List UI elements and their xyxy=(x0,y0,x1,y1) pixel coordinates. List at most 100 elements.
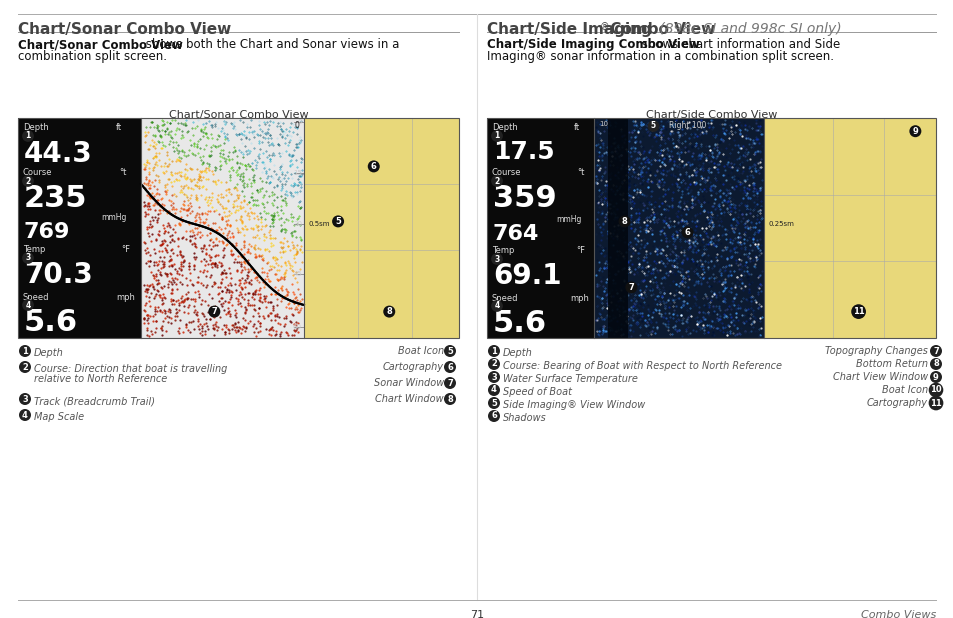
Bar xyxy=(763,118,935,338)
Text: Bottom Return: Bottom Return xyxy=(855,359,927,369)
Text: 7: 7 xyxy=(212,307,217,316)
Text: 30: 30 xyxy=(293,221,302,227)
Text: 9: 9 xyxy=(932,373,938,381)
Text: relative to North Reference: relative to North Reference xyxy=(34,374,167,384)
Text: 7: 7 xyxy=(932,347,938,355)
Text: 2: 2 xyxy=(22,363,28,371)
Text: Course: Course xyxy=(23,168,52,177)
Text: Depth: Depth xyxy=(502,348,532,358)
Text: Speed: Speed xyxy=(23,293,50,302)
Text: 5: 5 xyxy=(335,217,340,226)
Text: Sonar Window: Sonar Window xyxy=(374,378,443,388)
Bar xyxy=(594,118,763,338)
Text: 15: 15 xyxy=(293,170,302,176)
Text: Boat Icon: Boat Icon xyxy=(397,346,443,356)
Bar xyxy=(141,118,304,338)
Text: 2: 2 xyxy=(491,360,497,368)
Text: mmHg: mmHg xyxy=(101,213,126,222)
Bar xyxy=(486,118,594,338)
Text: 8: 8 xyxy=(932,360,938,368)
Text: 1: 1 xyxy=(494,132,499,140)
Text: 5.6: 5.6 xyxy=(24,308,78,337)
Text: 0: 0 xyxy=(294,121,298,130)
Text: 8: 8 xyxy=(621,217,627,226)
Text: 10: 10 xyxy=(598,121,607,127)
Text: Chart Window: Chart Window xyxy=(375,394,443,404)
Text: 1: 1 xyxy=(26,132,30,140)
Text: Depth: Depth xyxy=(492,123,517,132)
Text: 764: 764 xyxy=(493,224,538,244)
Text: ft: ft xyxy=(574,123,579,132)
Text: Temp: Temp xyxy=(23,245,46,254)
Bar xyxy=(486,118,935,338)
Text: Imaging® sonar information in a combination split screen.: Imaging® sonar information in a combinat… xyxy=(486,50,833,63)
Text: 7: 7 xyxy=(447,378,453,387)
Text: Cartography: Cartography xyxy=(382,362,443,372)
Text: 1: 1 xyxy=(22,347,28,355)
Text: Chart/Sonar Combo View: Chart/Sonar Combo View xyxy=(169,110,308,120)
Text: Topography Changes: Topography Changes xyxy=(824,346,927,356)
Text: Temp: Temp xyxy=(492,246,514,255)
Text: 5.6: 5.6 xyxy=(493,309,547,338)
Text: 2: 2 xyxy=(494,177,499,185)
Text: °t: °t xyxy=(119,168,126,177)
Text: Course: Direction that boat is travelling: Course: Direction that boat is travellin… xyxy=(34,364,227,374)
Text: 359: 359 xyxy=(493,184,557,213)
Text: 71: 71 xyxy=(470,610,483,618)
Text: Speed: Speed xyxy=(492,294,518,303)
Text: Cartography: Cartography xyxy=(866,398,927,408)
Text: shows both the Chart and Sonar views in a: shows both the Chart and Sonar views in … xyxy=(142,38,399,51)
Text: 7: 7 xyxy=(628,283,634,292)
Text: °F: °F xyxy=(576,246,584,255)
Text: mph: mph xyxy=(569,294,588,303)
Text: Chart/Sonar Combo View: Chart/Sonar Combo View xyxy=(18,22,231,37)
Text: 4: 4 xyxy=(26,300,30,310)
Text: 9: 9 xyxy=(911,127,918,136)
Text: Depth: Depth xyxy=(34,348,64,358)
Bar xyxy=(607,118,627,338)
Text: 5: 5 xyxy=(491,399,497,407)
Text: ®: ® xyxy=(599,22,609,32)
Text: 769: 769 xyxy=(24,222,71,242)
Text: 3: 3 xyxy=(494,255,499,263)
Bar xyxy=(18,118,141,338)
Text: 5: 5 xyxy=(447,347,453,355)
Text: 1: 1 xyxy=(491,347,497,355)
Text: Course: Bearing of Boat with Respect to North Reference: Course: Bearing of Boat with Respect to … xyxy=(502,361,781,371)
Text: Chart/Side Imaging: Chart/Side Imaging xyxy=(486,22,651,37)
Text: Combo Views: Combo Views xyxy=(860,610,935,618)
Text: 8: 8 xyxy=(386,307,392,316)
Text: 235: 235 xyxy=(24,184,88,213)
Text: Right 100: Right 100 xyxy=(668,121,705,130)
Text: 0: 0 xyxy=(297,119,302,125)
Bar xyxy=(18,118,458,338)
Text: 10: 10 xyxy=(929,386,941,394)
Text: 17.5: 17.5 xyxy=(493,140,554,164)
Text: Chart/Side Imaging Combo View: Chart/Side Imaging Combo View xyxy=(486,38,699,51)
Text: 6: 6 xyxy=(491,412,497,420)
Text: Map Scale: Map Scale xyxy=(34,412,84,422)
Text: Water Surface Temperature: Water Surface Temperature xyxy=(502,374,638,384)
Text: Track (Breadcrumb Trail): Track (Breadcrumb Trail) xyxy=(34,396,154,406)
Text: 3: 3 xyxy=(26,253,30,263)
Text: 0.25sm: 0.25sm xyxy=(768,221,794,227)
Text: Shadows: Shadows xyxy=(502,413,546,423)
Text: °t: °t xyxy=(577,168,584,177)
Text: Boat Icon: Boat Icon xyxy=(881,385,927,395)
Text: Speed of Boat: Speed of Boat xyxy=(502,387,572,397)
Text: 5: 5 xyxy=(650,122,656,130)
Text: 2: 2 xyxy=(26,177,30,185)
Text: 6: 6 xyxy=(371,162,376,171)
Text: Depth: Depth xyxy=(23,123,49,132)
Text: 4: 4 xyxy=(22,410,28,420)
Text: 70.3: 70.3 xyxy=(24,261,92,289)
Text: 8: 8 xyxy=(447,394,453,404)
Text: °F: °F xyxy=(121,245,130,254)
Text: 45: 45 xyxy=(293,271,302,277)
Bar xyxy=(304,118,458,338)
Text: (898c SI and 998c SI only): (898c SI and 998c SI only) xyxy=(655,22,841,36)
Text: Chart/Side Combo View: Chart/Side Combo View xyxy=(645,110,777,120)
Text: 4: 4 xyxy=(494,302,499,310)
Text: ft: ft xyxy=(116,123,122,132)
Text: 3: 3 xyxy=(22,394,28,404)
